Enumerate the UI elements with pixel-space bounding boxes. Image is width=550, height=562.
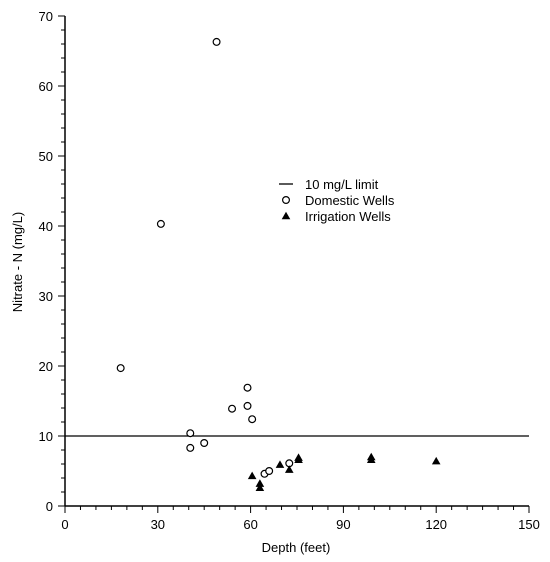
domestic-well-point — [228, 404, 237, 413]
legend-label-limit: 10 mg/L limit — [305, 177, 379, 192]
x-tick-label: 150 — [518, 517, 540, 532]
x-tick-label: 60 — [243, 517, 257, 532]
x-tick-label: 0 — [61, 517, 68, 532]
x-tick-label: 120 — [425, 517, 447, 532]
y-tick-label: 10 — [39, 429, 53, 444]
y-tick-label: 50 — [39, 149, 53, 164]
axis-ticks: 0 30 60 90 120 150 0 10 20 30 40 50 60 70 — [39, 9, 540, 532]
axes — [64, 16, 529, 507]
domestic-well-point — [265, 467, 274, 476]
y-tick-label: 30 — [39, 289, 53, 304]
domestic-well-point — [248, 415, 257, 424]
y-tick-label: 40 — [39, 219, 53, 234]
y-tick-label: 20 — [39, 359, 53, 374]
x-tick-label: 30 — [151, 517, 165, 532]
y-tick-label: 60 — [39, 79, 53, 94]
domestic-well-point — [156, 219, 165, 228]
domestic-well-point — [186, 429, 195, 438]
y-tick-label: 0 — [46, 499, 53, 514]
domestic-well-point — [200, 439, 209, 448]
irrigation-well-point — [275, 460, 285, 468]
irrigation-well-point — [431, 456, 441, 465]
legend-label-irrigation: Irrigation Wells — [305, 209, 391, 224]
legend-label-domestic: Domestic Wells — [305, 193, 395, 208]
legend-triangle-swatch — [281, 211, 291, 220]
domestic-well-point — [116, 364, 125, 373]
irrigation-well-point — [284, 465, 294, 473]
domestic-well-point — [212, 37, 221, 46]
irrigation-well-point — [255, 483, 265, 492]
domestic-well-point — [186, 443, 195, 452]
x-axis-title: Depth (feet) — [262, 540, 331, 555]
domestic-well-point — [243, 383, 252, 392]
legend-circle-swatch — [282, 196, 291, 205]
data-points — [116, 37, 441, 492]
irrigation-well-point — [247, 471, 257, 480]
y-tick-label: 70 — [39, 9, 53, 24]
irrigation-well-point — [366, 455, 376, 464]
x-tick-label: 90 — [336, 517, 350, 532]
domestic-well-point — [243, 401, 252, 410]
irrigation-well-point — [255, 479, 265, 487]
irrigation-well-point — [294, 455, 303, 464]
y-axis-title: Nitrate - N (mg/L) — [10, 212, 25, 312]
